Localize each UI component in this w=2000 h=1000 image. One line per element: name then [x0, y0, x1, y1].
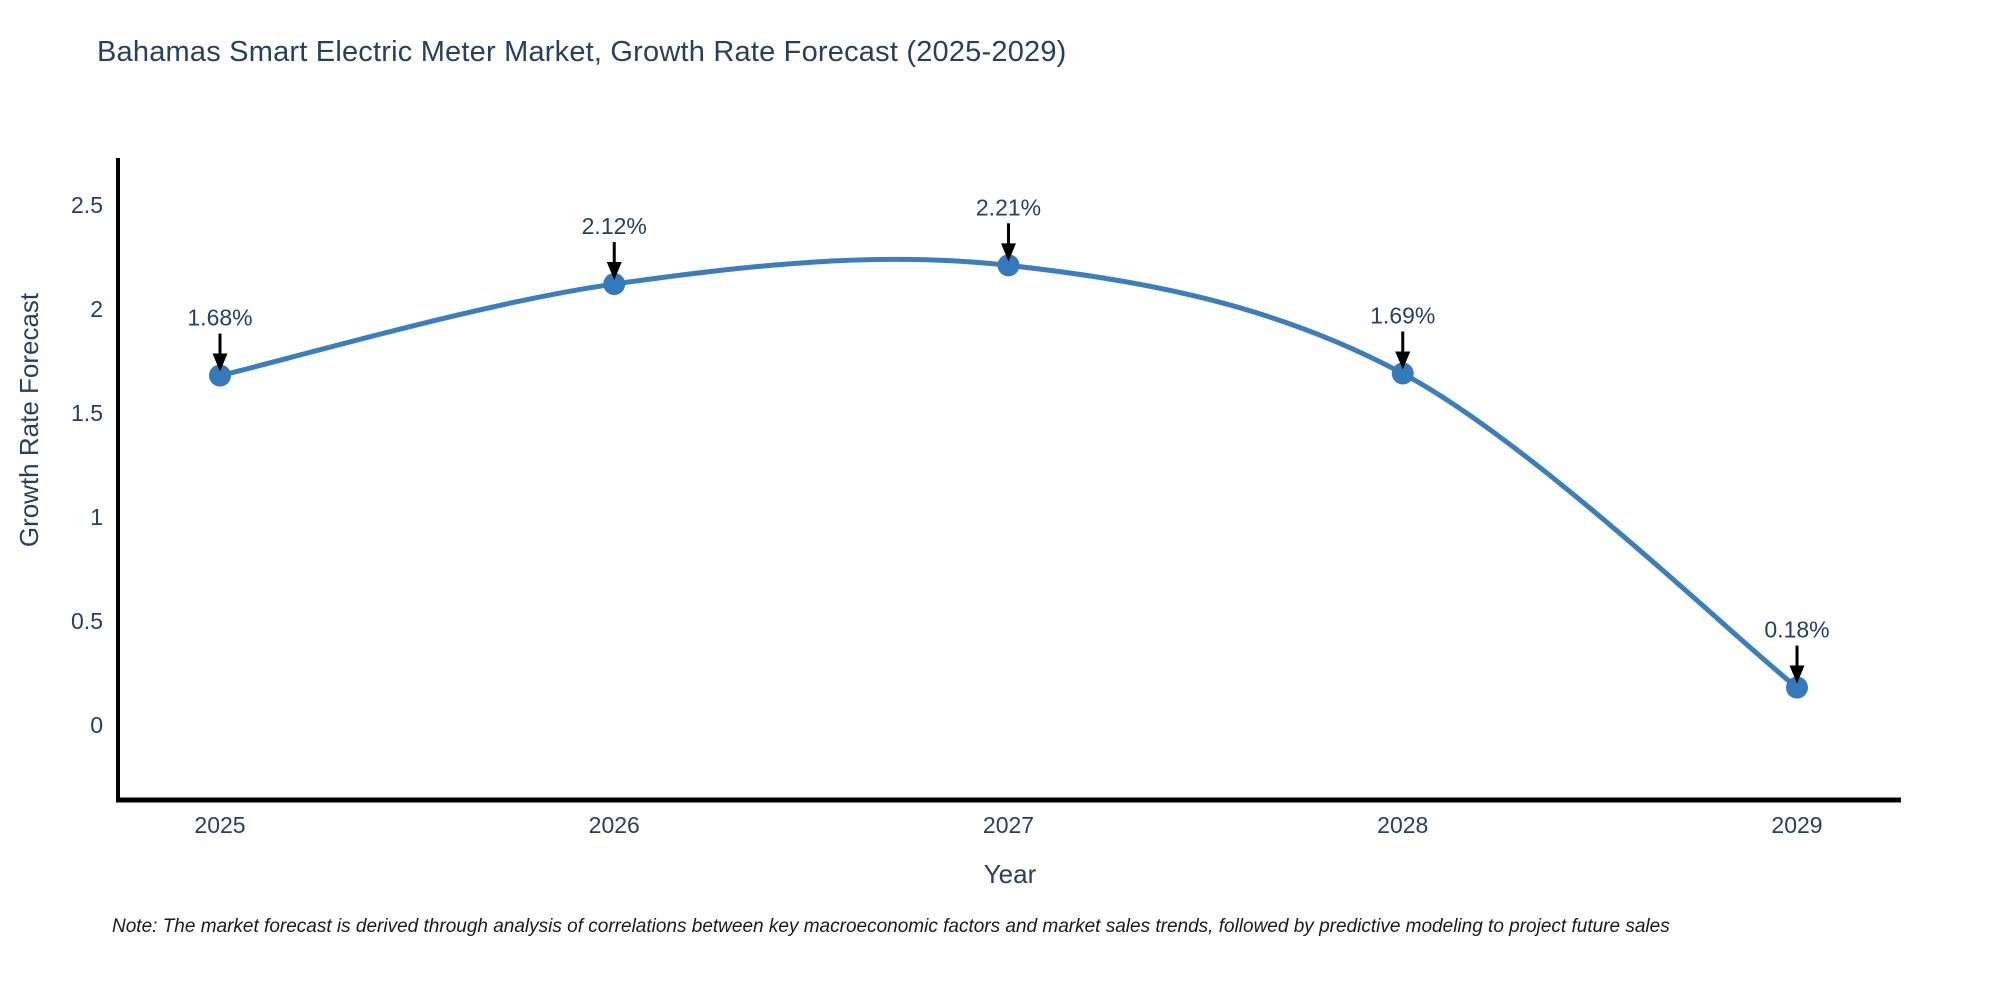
data-point-marker	[209, 364, 231, 387]
x-tick-label: 2027	[983, 812, 1034, 838]
data-point-marker	[603, 273, 626, 296]
x-tick-label: 2025	[194, 812, 245, 838]
y-tick-label: 0.5	[71, 608, 103, 634]
x-tick-label: 2026	[589, 812, 640, 838]
data-point-marker	[997, 254, 1020, 277]
data-point-marker	[1391, 362, 1414, 385]
series-line	[217, 256, 1800, 691]
annotation-label: 2.21%	[976, 194, 1041, 220]
annotation-arrowhead	[1001, 243, 1016, 262]
y-axis-title: Growth Rate Forecast	[14, 292, 44, 547]
annotation-label: 0.18%	[1764, 617, 1829, 643]
point-annotation: 2.12%	[582, 213, 647, 281]
point-annotation: 2.21%	[976, 194, 1041, 262]
point-annotation: 1.68%	[187, 305, 253, 372]
annotation-arrowhead	[606, 262, 622, 281]
y-tick-label: 1	[90, 504, 103, 530]
annotation-label: 1.68%	[187, 305, 252, 331]
data-point-marker	[1786, 676, 1808, 699]
x-axis-title: Year	[984, 859, 1037, 889]
footnote: Note: The market forecast is derived thr…	[112, 916, 1670, 937]
annotation-label: 2.12%	[582, 213, 647, 239]
x-tick-label: 2028	[1377, 812, 1428, 838]
x-tick-label: 2029	[1771, 812, 1822, 838]
annotation-arrowhead	[1395, 351, 1411, 370]
y-tick-label: 0	[90, 712, 103, 738]
annotation-arrowhead	[212, 353, 228, 372]
point-annotation: 1.69%	[1370, 302, 1435, 370]
annotation-arrowhead	[1789, 665, 1805, 684]
annotation-label: 1.69%	[1370, 302, 1435, 328]
y-tick-label: 2	[90, 296, 103, 322]
y-tick-label: 1.5	[71, 400, 103, 426]
chart-title: Bahamas Smart Electric Meter Market, Gro…	[97, 36, 1067, 68]
y-tick-label: 2.5	[71, 192, 103, 218]
point-annotation: 0.18%	[1764, 617, 1830, 684]
